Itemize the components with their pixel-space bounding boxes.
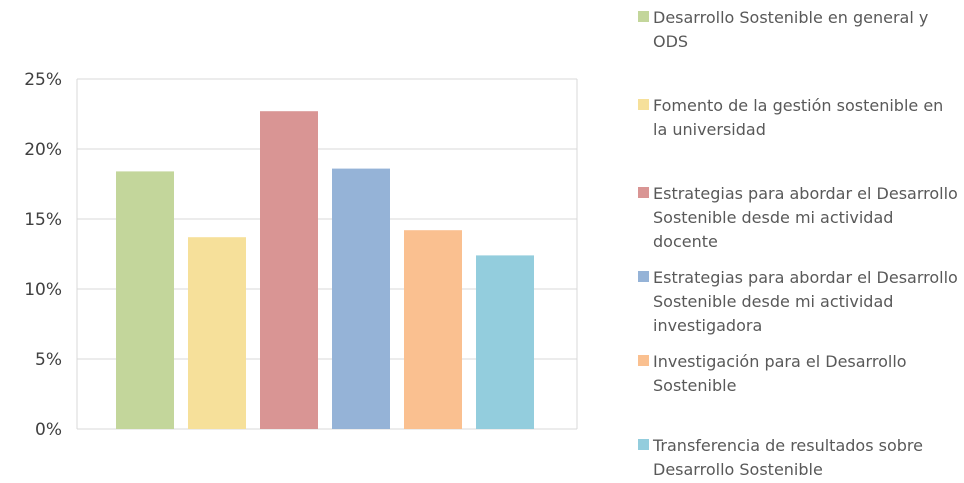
bar-6 bbox=[476, 255, 534, 429]
bar-4 bbox=[332, 168, 390, 429]
y-tick-label: 10% bbox=[24, 280, 62, 300]
bar-3 bbox=[260, 111, 318, 429]
y-tick-label: 0% bbox=[35, 420, 62, 440]
legend-swatch bbox=[638, 439, 649, 450]
legend-swatch bbox=[638, 271, 649, 282]
y-tick-label: 20% bbox=[24, 140, 62, 160]
y-tick-label: 5% bbox=[35, 350, 62, 370]
legend-label: Desarrollo Sostenible en general y ODS bbox=[653, 8, 929, 51]
bar-chart: 0% 5% 10% 15% 20% 25% bbox=[24, 70, 578, 440]
legend-label: Estrategias para abordar el Desarrollo S… bbox=[653, 268, 958, 335]
y-tick-label: 25% bbox=[24, 70, 62, 90]
bars bbox=[116, 111, 534, 429]
legend: Desarrollo Sostenible en general y ODS Fo… bbox=[638, 0, 964, 483]
legend-label: Investigación para el Desarrollo Sosteni… bbox=[653, 352, 907, 395]
legend-swatch bbox=[638, 99, 649, 110]
legend-item: Estrategias para abordar el Desarrollo S… bbox=[638, 182, 962, 254]
legend-swatch bbox=[638, 355, 649, 366]
legend-swatch bbox=[638, 11, 649, 22]
legend-item: Estrategias para abordar el Desarrollo S… bbox=[638, 266, 962, 338]
legend-label: Fomento de la gestión sostenible en la u… bbox=[653, 96, 944, 139]
legend-item: Investigación para el Desarrollo Sosteni… bbox=[638, 350, 962, 398]
y-axis-tick-labels: 0% 5% 10% 15% 20% 25% bbox=[24, 70, 62, 440]
bar-1 bbox=[116, 171, 174, 429]
legend-item: Transferencia de resultados sobre Desarr… bbox=[638, 434, 962, 482]
bar-2 bbox=[188, 237, 246, 429]
legend-label: Transferencia de resultados sobre Desarr… bbox=[653, 436, 923, 479]
legend-item: Desarrollo Sostenible en general y ODS bbox=[638, 6, 962, 54]
legend-swatch bbox=[638, 187, 649, 198]
legend-label: Estrategias para abordar el Desarrollo S… bbox=[653, 184, 958, 251]
legend-item: Fomento de la gestión sostenible en la u… bbox=[638, 94, 962, 142]
y-tick-label: 15% bbox=[24, 210, 62, 230]
bar-5 bbox=[404, 230, 462, 429]
